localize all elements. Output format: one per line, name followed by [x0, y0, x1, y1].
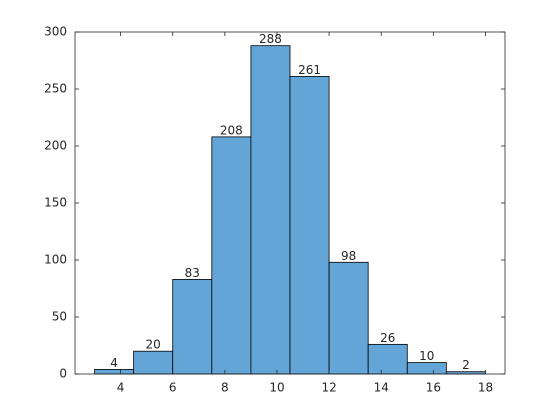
value-label: 26 [380, 331, 395, 345]
x-tick-label: 18 [478, 381, 493, 395]
bar [211, 136, 252, 375]
x-tick-label: 12 [321, 381, 336, 395]
y-tick-label: 200 [44, 139, 67, 153]
value-label: 98 [341, 249, 356, 263]
value-label: 4 [110, 356, 118, 370]
x-tick-label: 4 [117, 381, 125, 395]
value-label: 2 [462, 358, 470, 372]
value-label: 20 [146, 338, 161, 352]
value-label: 288 [259, 32, 282, 46]
bar [328, 261, 369, 375]
x-tick-label: 16 [426, 381, 441, 395]
bar [367, 343, 408, 375]
bar [250, 45, 291, 375]
bar [289, 76, 330, 375]
value-label: 261 [298, 63, 321, 77]
y-tick-label: 50 [52, 310, 67, 324]
y-tick-label: 100 [44, 253, 67, 267]
y-tick-label: 300 [44, 25, 67, 39]
x-tick-label: 14 [374, 381, 389, 395]
value-label: 208 [220, 123, 243, 137]
y-tick-label: 0 [59, 367, 67, 381]
bar [94, 369, 135, 375]
value-label: 83 [185, 266, 200, 280]
bar [172, 278, 213, 375]
bar [406, 362, 447, 375]
value-label: 10 [419, 349, 434, 363]
x-tick-label: 10 [269, 381, 284, 395]
y-tick-label: 250 [44, 82, 67, 96]
y-tick-label: 150 [44, 196, 67, 210]
x-tick-label: 8 [221, 381, 229, 395]
bar [133, 350, 174, 375]
x-tick-label: 6 [169, 381, 177, 395]
